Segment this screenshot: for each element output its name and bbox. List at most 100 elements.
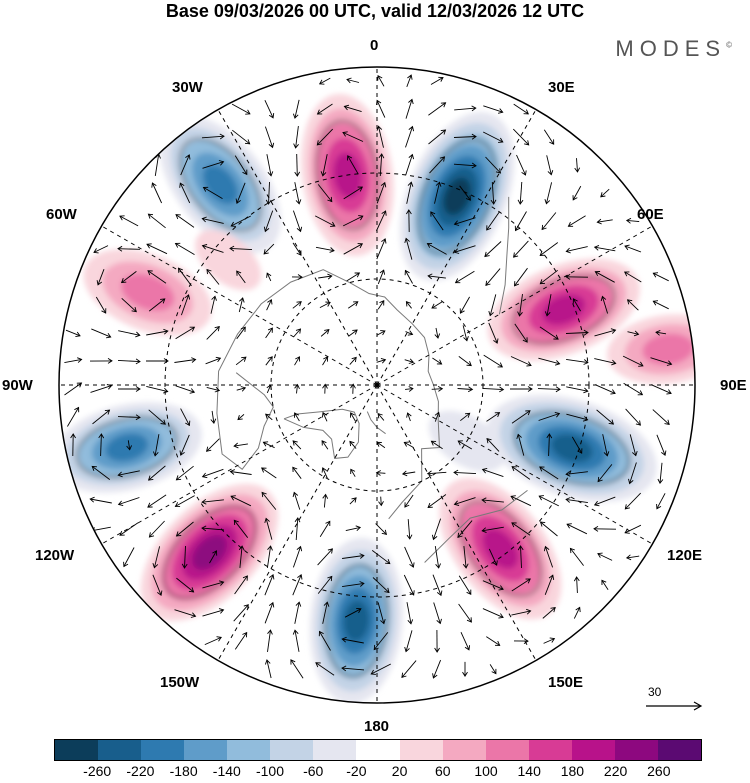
wind-arrow — [624, 524, 642, 534]
wind-arrow — [432, 357, 443, 365]
colorbar-swatch — [399, 740, 443, 760]
wind-arrow — [201, 216, 224, 224]
wind-arrow — [457, 520, 473, 539]
wind-arrow — [119, 215, 139, 227]
wind-arrow — [596, 218, 613, 225]
wind-arrow — [266, 299, 273, 311]
wind-arrow — [460, 632, 471, 651]
wind-arrow — [202, 608, 225, 617]
wind-arrow — [539, 326, 559, 340]
wind-arrow — [350, 412, 356, 422]
wind-arrow — [205, 356, 222, 365]
colorbar-tick-label: 140 — [517, 763, 541, 779]
coastline-segment — [498, 196, 510, 315]
height-contour — [458, 500, 542, 597]
wind-arrow — [117, 414, 141, 421]
meridian-line — [217, 109, 378, 386]
wind-arrow — [513, 103, 530, 115]
meridian-line — [217, 384, 378, 661]
wind-arrow — [317, 548, 333, 566]
wind-arrow — [594, 271, 615, 283]
wind-arrow — [488, 548, 498, 566]
wind-arrow — [483, 354, 504, 368]
wind-arrow — [292, 629, 300, 652]
anomaly-level — [642, 333, 694, 365]
wind-arrow — [341, 665, 365, 672]
wind-arrow — [234, 631, 248, 650]
wind-arrow — [201, 468, 224, 479]
wind-arrow — [656, 493, 666, 510]
wind-arrow — [593, 244, 616, 252]
wind-arrow — [229, 469, 252, 475]
wind-arrow — [238, 545, 245, 568]
wind-arrow — [174, 609, 197, 618]
wind-arrow — [510, 495, 532, 507]
wind-arrow — [265, 356, 273, 366]
wind-arrow — [544, 294, 552, 317]
wind-arrow — [263, 243, 275, 255]
wind-arrow — [347, 301, 359, 309]
wind-arrow — [315, 246, 335, 253]
wind-arrow — [482, 608, 504, 619]
wind-arrow — [593, 496, 616, 507]
wind-arrow — [510, 356, 532, 367]
wind-arrow — [64, 382, 83, 396]
wind-arrow — [322, 601, 330, 624]
wind-arrow — [294, 383, 300, 394]
wind-arrow — [67, 406, 80, 427]
wind-arrow — [426, 242, 447, 255]
wind-arrow — [429, 156, 446, 174]
wind-arrow — [236, 326, 246, 340]
wind-arrow — [482, 580, 504, 591]
wind-arrow — [481, 467, 504, 478]
wind-arrow — [294, 601, 302, 624]
wind-arrow — [98, 433, 105, 457]
wind-arrow — [234, 155, 248, 176]
wind-arrow — [510, 386, 533, 392]
wind-arrow — [371, 550, 391, 565]
wind-arrow — [406, 181, 414, 204]
wind-arrow — [537, 386, 561, 393]
wind-arrow — [148, 520, 165, 538]
wind-arrow — [593, 526, 617, 532]
map-title: Base 09/03/2026 00 UTC, valid 12/03/2026… — [165, 1, 585, 21]
wind-arrow — [488, 322, 499, 344]
wind-arrow — [175, 465, 194, 481]
wind-arrow — [377, 299, 385, 310]
wind-arrow — [406, 74, 413, 88]
meridian-line — [376, 384, 537, 661]
meridian-line — [101, 384, 378, 545]
wind-arrow — [403, 574, 415, 596]
coastline-segment — [283, 408, 360, 459]
anomaly-level — [551, 434, 593, 463]
wind-arrow — [123, 547, 135, 568]
wind-arrow — [652, 272, 669, 282]
anomaly-level — [443, 177, 471, 216]
wind-arrow — [626, 299, 639, 311]
wind-arrow — [628, 462, 637, 485]
wind-arrow — [233, 519, 249, 538]
lon-label-120e: 120E — [667, 547, 703, 564]
wind-arrow — [318, 273, 333, 280]
wind-arrow — [376, 357, 387, 364]
wind-arrow — [569, 547, 584, 566]
wind-arrow — [175, 326, 196, 340]
height-contour — [417, 138, 497, 255]
wind-arrow — [292, 242, 302, 256]
wind-arrow — [430, 440, 443, 450]
wind-arrow — [376, 441, 386, 449]
colorbar-tick-label: -260 — [83, 763, 112, 779]
colorbar-swatch — [657, 740, 701, 760]
wind-arrow — [294, 517, 301, 541]
wind-arrow — [601, 579, 609, 590]
wind-arrow — [151, 182, 163, 204]
wind-arrow — [234, 575, 248, 595]
wind-arrow — [597, 464, 613, 483]
colorbar-swatch — [270, 740, 314, 760]
wind-arrow — [350, 383, 356, 394]
colorbar-tick-label: -220 — [126, 763, 155, 779]
wind-arrow — [459, 296, 470, 314]
wind-arrow — [316, 103, 333, 115]
lon-label-30w: 30W — [172, 79, 203, 96]
north-pole-marker — [374, 382, 380, 388]
